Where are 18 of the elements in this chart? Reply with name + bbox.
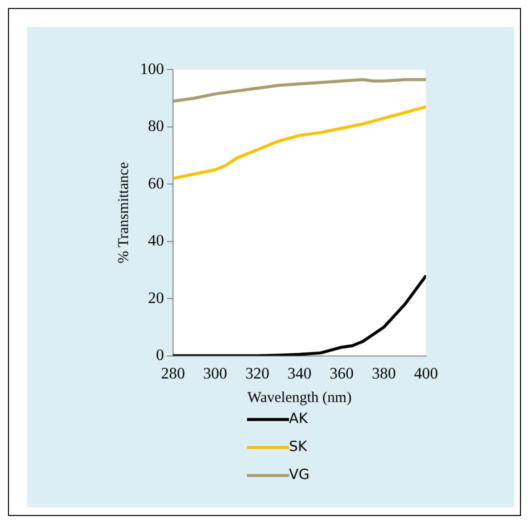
x-tick-label: 360	[330, 366, 354, 383]
x-tick-label: 320	[245, 366, 270, 383]
y-tick-label: 20	[148, 290, 164, 307]
y-tick-label: 40	[148, 232, 164, 250]
legend-label: SK	[289, 439, 308, 455]
x-tick-label: 300	[203, 366, 228, 383]
legend-label: VG	[289, 467, 310, 483]
x-tick-label: 280	[161, 366, 185, 383]
y-tick-label: 100	[140, 60, 164, 78]
legend-label: AK	[289, 411, 308, 427]
y-tick-label: 80	[148, 118, 164, 136]
x-tick-label: 400	[414, 366, 438, 383]
y-tick-label: 60	[148, 175, 164, 192]
x-axis-title: Wavelength (nm)	[247, 390, 352, 406]
x-tick-label: 380	[372, 366, 396, 383]
x-tick-label: 340	[288, 366, 312, 383]
y-axis-title: % Transmittance	[116, 162, 132, 264]
y-tick-label: 0	[156, 347, 164, 364]
